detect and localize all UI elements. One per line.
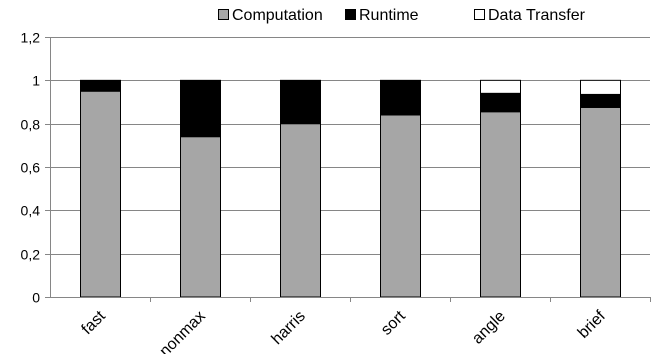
y-tick-label: 0,4 bbox=[21, 203, 41, 219]
y-tick-label: 1,2 bbox=[21, 30, 41, 46]
bar-angle-runtime bbox=[480, 92, 521, 113]
x-tick-label-sort: sort bbox=[378, 307, 409, 338]
bar-brief-computation bbox=[580, 106, 621, 298]
bar-harris-computation bbox=[280, 123, 321, 298]
x-axis: fast nonmax harris sort angle brief bbox=[50, 297, 651, 354]
legend-label-runtime: Runtime bbox=[359, 7, 419, 24]
bar-angle-data-transfer bbox=[480, 79, 521, 94]
x-tick-label-harris: harris bbox=[269, 308, 309, 348]
legend-swatch-data-transfer bbox=[474, 9, 485, 20]
bar-brief-runtime bbox=[580, 93, 621, 108]
gridlines bbox=[50, 37, 650, 255]
x-tick-label-angle: angle bbox=[469, 308, 509, 348]
y-tick-label: 0,6 bbox=[21, 160, 41, 176]
y-axis: 0 0,2 0,4 0,6 0,8 1 1,2 bbox=[21, 30, 51, 306]
bar-fast-runtime bbox=[80, 79, 121, 92]
y-tick-label: 0 bbox=[32, 290, 40, 306]
bar-harris-runtime bbox=[280, 79, 321, 125]
bar-nonmax-computation bbox=[180, 136, 221, 298]
legend-swatch-runtime bbox=[345, 9, 356, 20]
legend-swatch-computation bbox=[218, 9, 229, 20]
bar-sort-computation bbox=[380, 114, 421, 298]
y-tick-label: 0,2 bbox=[21, 247, 41, 263]
bars bbox=[80, 79, 621, 298]
x-tick-label-brief: brief bbox=[575, 307, 609, 341]
x-tick-label-nonmax: nonmax bbox=[157, 308, 209, 354]
bar-fast-computation bbox=[80, 90, 121, 298]
x-tick-label-fast: fast bbox=[79, 307, 110, 338]
bar-angle-computation bbox=[480, 111, 521, 298]
legend-label-computation: Computation bbox=[232, 7, 323, 24]
legend-label-data-transfer: Data Transfer bbox=[488, 7, 586, 24]
bar-sort-runtime bbox=[380, 79, 421, 116]
legend: Computation Runtime Data Transfer bbox=[218, 7, 586, 24]
y-tick-label: 1 bbox=[32, 73, 40, 89]
bar-nonmax-runtime bbox=[180, 79, 221, 138]
bar-brief-data-transfer bbox=[580, 79, 621, 95]
y-tick-label: 0,8 bbox=[21, 117, 41, 133]
